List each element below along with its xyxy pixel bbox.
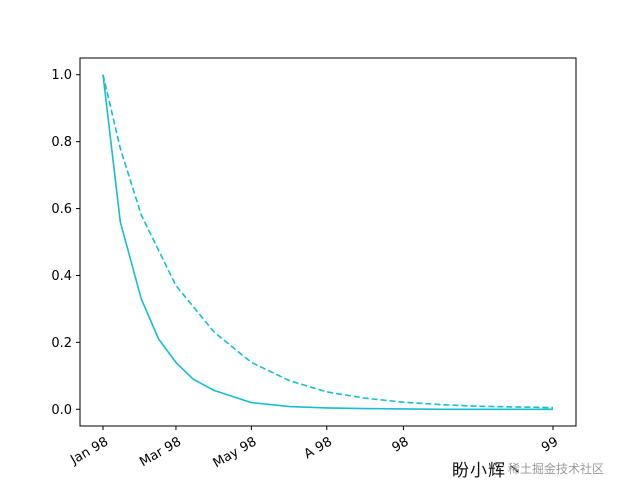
x-tick-label: May 98 [211, 434, 260, 471]
y-tick-label: 0.8 [51, 135, 72, 150]
y-tick-label: 1.0 [51, 68, 72, 83]
plot-frame [79, 57, 577, 427]
x-tick-label: Jan 98 [67, 434, 111, 468]
y-tick-label: 0.4 [51, 269, 72, 284]
watermark-community: 稀土掘金技术社区 [508, 462, 605, 476]
series-line-dashed [102, 74, 554, 409]
x-tick-label: 99 [539, 434, 561, 455]
y-tick-label: 0.0 [51, 403, 72, 418]
series-line-solid [102, 74, 553, 411]
x-tick-label: 98 [390, 434, 412, 455]
y-tick-label: 0.6 [51, 202, 72, 217]
y-axis: 0.0 0.2 0.4 0.6 0.8 1.0 [51, 68, 80, 418]
x-tick-label: A 98 [302, 434, 335, 462]
x-tick-label: Mar 98 [137, 434, 184, 470]
y-tick-label: 0.2 [51, 336, 72, 351]
series-layer [102, 74, 554, 411]
watermark-author: 盼小辉丶 [452, 461, 524, 481]
